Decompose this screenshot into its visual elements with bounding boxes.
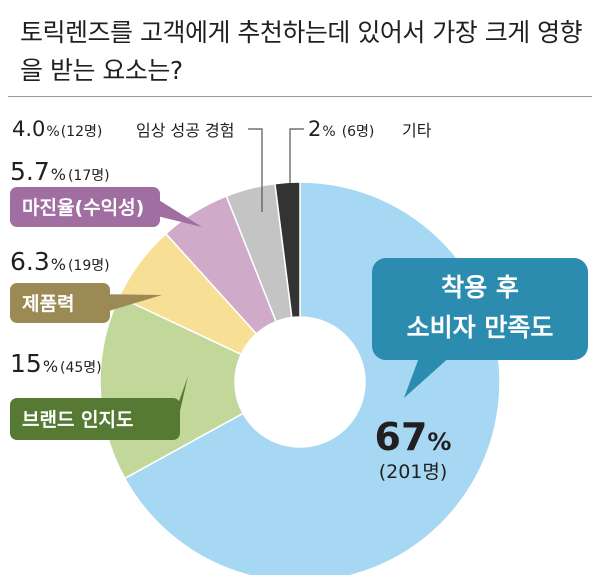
category-badge-4: 마진율(수익성) — [10, 187, 202, 227]
donut-hole — [236, 318, 364, 446]
category-label-6: 기타 — [402, 121, 432, 140]
slice-6 — [274, 181, 301, 319]
category-badge-2: 브랜드 인지도 — [10, 376, 188, 440]
category-badge-3: 제품력 — [10, 283, 162, 323]
percent-label-4: 5.7% (17명) — [10, 157, 110, 186]
category-label-5: 임상 성공 경험 — [136, 121, 235, 140]
category-label-3: 제품력 — [22, 293, 74, 315]
percent-label-3: 6.3% (19명) — [10, 247, 110, 276]
leader-line-5 — [248, 128, 263, 212]
percent-label-1: 67% — [375, 415, 452, 459]
percent-label-2: 15% (45명) — [10, 349, 102, 378]
count-label-1: (201명) — [379, 461, 448, 483]
callout-line-1: 착용 후 — [441, 273, 519, 302]
percent-label-6: 2% (6명) — [308, 117, 374, 141]
title-divider — [8, 96, 592, 97]
leader-line-6 — [289, 128, 304, 183]
chart-title: 토릭렌즈를 고객에게 추천하는데 있어서 가장 크게 영향을 받는 요소는? — [20, 18, 583, 85]
category-label-4: 마진율(수익성) — [22, 197, 144, 219]
percent-label-5: 4.0%(12명) — [12, 117, 102, 141]
callout-line-2: 소비자 만족도 — [407, 313, 554, 342]
category-label-2: 브랜드 인지도 — [22, 409, 134, 431]
